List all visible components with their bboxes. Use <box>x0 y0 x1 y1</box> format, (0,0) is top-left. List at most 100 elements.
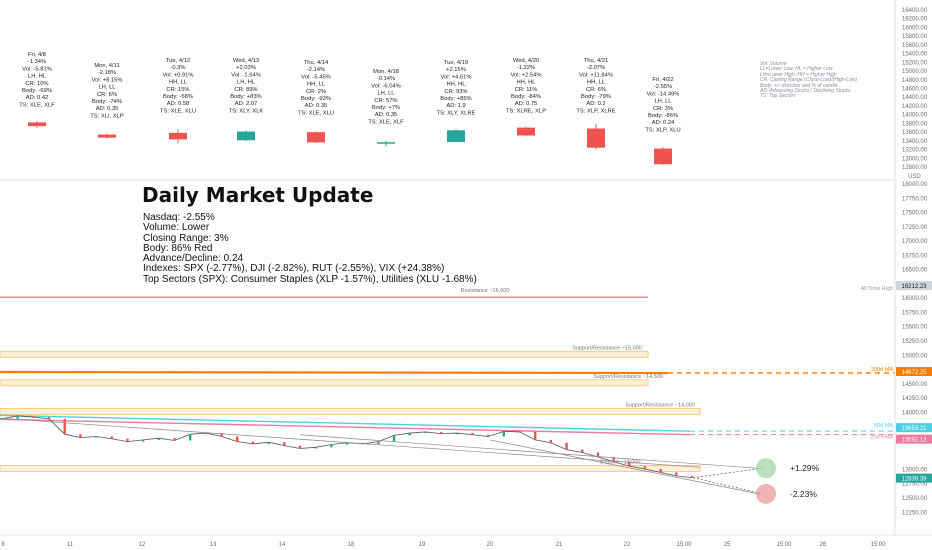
day-stat-label: CR: 15% <box>166 87 189 93</box>
y-tick-label: 15400.00 <box>902 52 928 58</box>
x-tick-label: 20 <box>487 542 494 548</box>
day-stat-label: CR: 11% <box>515 87 538 93</box>
ma-label: 21d EMA <box>870 435 893 441</box>
y-tick-label: 15600.00 <box>902 43 928 49</box>
y-tick-label: 13800.00 <box>902 121 928 127</box>
y-tick-label: 16200.00 <box>902 17 928 23</box>
day-stat-label: Vol: -6.04% <box>371 83 401 89</box>
day-stat-label: HH, HL <box>446 82 466 88</box>
y-tick-label: 17500.00 <box>902 211 928 217</box>
price-bar <box>486 434 490 437</box>
ath-price-tag <box>896 281 932 291</box>
price-bar <box>345 442 349 445</box>
day-stat-label: AD: 2.07 <box>235 101 258 107</box>
price-axis: 16400.00 16200.00 16000.00 15800.00 15600.00… <box>896 8 932 516</box>
legend-note-line: AD: Advancing Stocks / Declining Stocks <box>760 88 851 95</box>
y-tick-label: 15200.00 <box>902 60 928 66</box>
price-bar <box>283 442 286 446</box>
day-stat-label: Vol: +8.15% <box>91 77 122 83</box>
day-stat-label: AD: 0.35 <box>305 103 328 109</box>
price-bar <box>79 434 82 438</box>
unit-label: USD <box>908 174 921 180</box>
price-bar <box>596 452 600 458</box>
day-stat-label: LH, HL <box>28 74 47 80</box>
day-stat-label: TS: XLRE, XLP <box>506 108 546 114</box>
ema21-line <box>0 418 691 436</box>
day-stat-label: CR: 6% <box>586 87 606 93</box>
day-stat-label: Thu, 4/21 <box>584 58 609 64</box>
day-stat-label: Body: -79% <box>581 94 611 100</box>
day-stat-label: TS: XLP, XLU <box>645 127 680 133</box>
price-bar <box>471 433 474 435</box>
price-bar <box>236 436 239 442</box>
day-stat-label: Thu, 4/14 <box>304 60 329 66</box>
price-bar <box>298 445 302 449</box>
y-tick-label: 16000.00 <box>902 296 928 302</box>
day-stat-label: Tue, 4/19 <box>444 60 468 66</box>
ma-price-tag-text: 14672.25 <box>901 370 927 376</box>
time-axis: 8 11 12 13 14 18 19 20 21 22 15:00 25 15:00 26 15:00 <box>1 542 886 548</box>
price-bar <box>330 444 333 448</box>
day-stat-label: Fri, 4/8 <box>28 52 46 58</box>
day-stat-label: AD: 0.42 <box>26 95 49 101</box>
price-bar <box>549 439 553 443</box>
legend-note-line: CR: Closing Range (Close-Low)/(High-Low) <box>760 77 857 84</box>
price-bar <box>502 431 506 437</box>
day-stat-label: TS: XLE, XLF <box>368 119 404 125</box>
x-tick-label: 15:00 <box>776 542 792 548</box>
day-stat-label: LH, LL <box>654 99 672 105</box>
day-stat-label: AD: 0.58 <box>167 101 190 107</box>
summary-line: Top Sectors (SPX): Consumer Staples (XLP… <box>143 273 477 285</box>
candle-body <box>237 131 255 141</box>
price-bar <box>377 441 380 444</box>
x-tick-label: 13 <box>210 542 217 548</box>
x-tick-label: 11 <box>67 542 74 548</box>
ma50-line <box>0 414 691 432</box>
price-bar <box>455 433 458 435</box>
day-stat-label: Vol: +4.61% <box>440 74 471 80</box>
day-stat-label: -1.34% <box>28 59 46 65</box>
day-stat-label: HH, LL <box>307 82 326 88</box>
summary: Nasdaq: -2.55% Volume: Lower Closing Range… <box>143 212 477 285</box>
ath-label: All Time High <box>861 286 893 292</box>
level-label: Support/Resistance ~14,000 <box>625 402 695 408</box>
day-stat-label: -2.18% <box>98 70 116 76</box>
day-stat-label: Fri, 4/22 <box>652 77 673 83</box>
price-bar <box>32 415 35 418</box>
day-stat-label: Mon, 4/18 <box>373 69 399 75</box>
target-label: +1.29% <box>790 463 820 473</box>
price-bar <box>251 441 255 444</box>
day-stat-label: HH, LL <box>169 80 188 86</box>
target-path <box>692 477 764 495</box>
day-stat-label: AD: 0.2 <box>586 101 605 107</box>
last-price-tag <box>896 473 932 483</box>
price-bar <box>612 457 615 462</box>
day-stat-label: -2.55% <box>654 84 672 90</box>
ma200-line <box>0 370 669 375</box>
y-tick-label: 14500.00 <box>902 382 928 388</box>
y-tick-label: 17750.00 <box>902 196 928 202</box>
ma-price-tag <box>896 366 932 376</box>
day-stat-label: HH, HL <box>516 80 536 86</box>
last-price-tag-text: 12839.39 <box>901 477 927 483</box>
day-stat-label: LH, LL <box>98 85 116 91</box>
day-stat-label: Body: -84% <box>511 94 541 100</box>
candle-body <box>169 132 187 140</box>
price-bar <box>157 438 161 440</box>
price-bar <box>173 438 176 441</box>
candle-body <box>517 127 535 136</box>
day-stat-label: -0.14% <box>377 76 395 82</box>
summary-line: Advance/Decline: 0.24 <box>143 253 244 265</box>
day-stat-label: Vol: -5.81% <box>22 66 52 72</box>
summary-line: Nasdaq: -2.55% <box>143 212 215 223</box>
candle-body <box>28 122 46 127</box>
price-bar <box>690 475 694 478</box>
price-bar <box>110 436 113 439</box>
price-bar <box>581 449 584 453</box>
target-label: -2.23% <box>790 489 817 499</box>
x-tick-label: 8 <box>1 542 5 548</box>
day-stat-label: Body: +83% <box>230 94 261 100</box>
day-stat-label: CR: 89% <box>234 87 257 93</box>
y-tick-label: 13400.00 <box>902 139 928 145</box>
